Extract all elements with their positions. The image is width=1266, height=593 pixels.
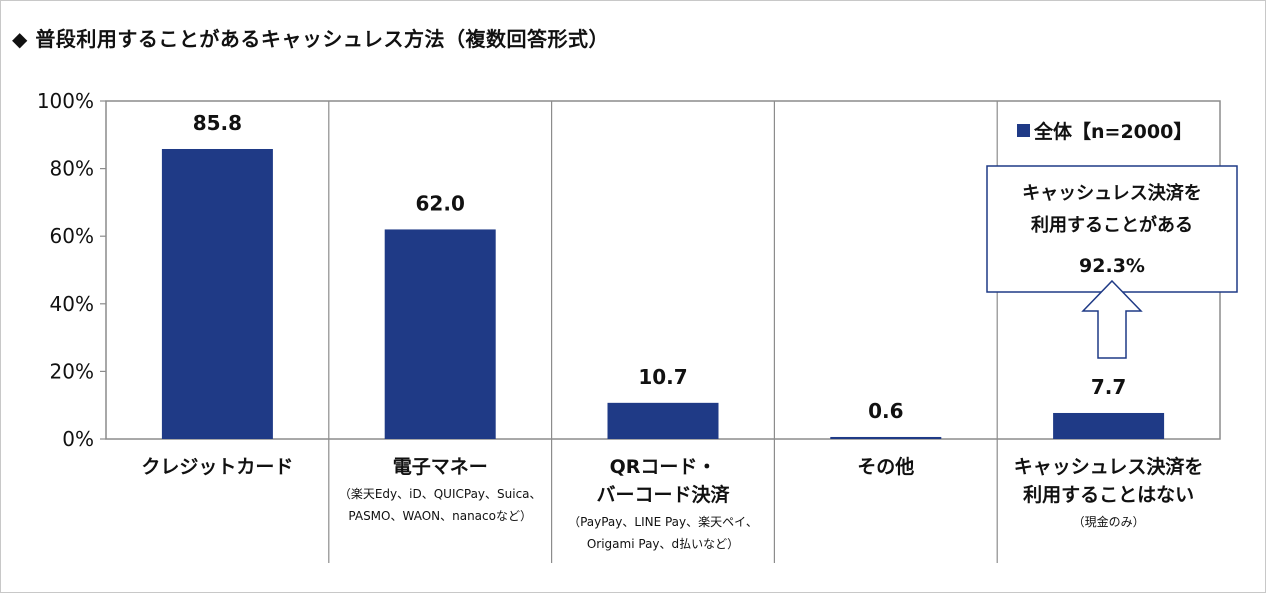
data-label: 7.7: [1091, 375, 1126, 399]
bar: [161, 148, 273, 439]
y-tick-label: 40%: [50, 292, 94, 316]
legend-label: 全体【n=2000】: [1033, 120, 1192, 143]
category-sublabel: （楽天Edy、iD、QUICPay、Suica、: [339, 487, 542, 501]
category-label: その他: [857, 455, 914, 478]
callout-arrow: [1081, 279, 1143, 359]
callout-text: キャッシュレス決済を: [1022, 182, 1202, 204]
data-label: 10.7: [638, 365, 687, 389]
bar: [1053, 412, 1165, 439]
category-sublabel: （現金のみ）: [1073, 514, 1145, 529]
legend-swatch: [1017, 124, 1030, 137]
category-label: 電子マネー: [393, 456, 488, 478]
callout-text: 利用することがある: [1031, 214, 1193, 236]
category-sublabel: （PayPay、LINE Pay、楽天ペイ、: [568, 515, 758, 529]
data-label: 85.8: [193, 111, 242, 135]
category-label: 利用することはない: [1023, 484, 1194, 506]
data-label: 62.0: [416, 191, 465, 215]
data-label: 0.6: [868, 399, 903, 423]
callout-value: 92.3%: [1079, 255, 1145, 277]
bar: [607, 402, 719, 439]
category-label: バーコード決済: [596, 483, 730, 506]
y-tick-label: 20%: [50, 359, 94, 383]
chart-title: ◆ 普段利用することがあるキャッシュレス方法（複数回答形式）: [12, 27, 609, 51]
category-sublabel: Origami Pay、d払いなど）: [587, 537, 739, 551]
category-label: QRコード・: [610, 456, 717, 478]
y-tick-label: 80%: [50, 157, 94, 181]
y-tick-label: 0%: [62, 427, 94, 451]
category-label: クレジットカード: [141, 456, 293, 478]
callout-box: [986, 165, 1238, 293]
category-sublabel: PASMO、WAON、nanacoなど）: [348, 509, 532, 523]
y-tick-label: 60%: [50, 224, 94, 248]
bar: [830, 436, 942, 439]
category-label: キャッシュレス決済を: [1014, 455, 1204, 478]
y-tick-label: 100%: [37, 89, 94, 113]
bar: [384, 229, 496, 439]
